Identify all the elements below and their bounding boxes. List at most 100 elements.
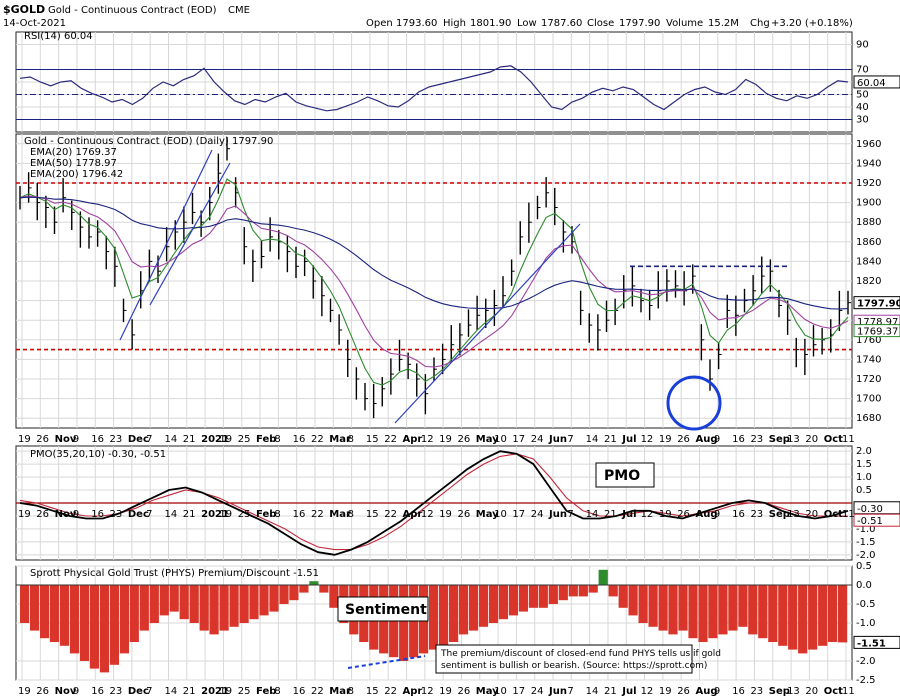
x-tick-label: 24 <box>531 434 544 445</box>
premium-bar <box>658 585 668 631</box>
x-tick-label: Oct <box>824 509 843 520</box>
x-tick-label: 26 <box>677 509 690 520</box>
y-tick-label: 70 <box>856 65 869 76</box>
x-tick-label: 16 <box>293 686 306 697</box>
highlight-circle <box>666 375 722 431</box>
x-tick-label: 25 <box>238 434 251 445</box>
rsi-panel: 30405060709060.04 <box>15 31 900 133</box>
x-tick-label: 19 <box>439 686 452 697</box>
premium-bar <box>798 585 808 654</box>
x-tick-label: Oct <box>824 686 843 697</box>
x-tick-label: 11 <box>842 434 855 445</box>
source-note-line1: The premium/discount of closed-end fund … <box>440 649 721 659</box>
open-label: Open <box>366 18 393 29</box>
x-tick-label: Nov <box>55 509 77 520</box>
y-tick-label: 1940 <box>856 158 881 169</box>
close-value: 1797.90 <box>619 18 660 29</box>
x-tick-label: Jun <box>548 509 567 520</box>
x-tick-label: 16 <box>91 434 104 445</box>
x-tick-label: 8 <box>348 434 354 445</box>
premium-bar <box>748 585 758 635</box>
premium-bar <box>169 585 179 612</box>
last-value-badge <box>853 324 900 338</box>
x-tick-label: 15 <box>366 509 379 520</box>
y-tick-label: -1.5 <box>856 537 876 548</box>
x-tick-label: 21 <box>604 686 617 697</box>
x-tick-label: Sep <box>769 509 790 520</box>
x-tick-label: 13 <box>787 686 800 697</box>
legend-ema50: EMA(50) 1778.97 <box>30 158 117 169</box>
y-tick-label: 1.5 <box>856 459 872 470</box>
last-value-label: -0.30 <box>857 504 883 515</box>
x-tick-label: 8 <box>274 434 280 445</box>
y-tick-label: 30 <box>856 115 869 126</box>
open-value: 1793.60 <box>396 18 437 29</box>
premium-bar <box>588 585 598 593</box>
last-value-badge <box>853 635 900 649</box>
x-tick-label: 19 <box>439 434 452 445</box>
x-tick-label: 8 <box>348 509 354 520</box>
x-tick-label: Jul <box>621 434 636 445</box>
premium-bar <box>399 585 409 661</box>
premium-bar <box>518 585 528 612</box>
premium-bar <box>598 569 608 585</box>
x-tick-label: 20 <box>805 509 818 520</box>
y-tick-label: -2.0 <box>856 550 876 561</box>
symbol: $GOLD <box>3 3 45 16</box>
x-tick-label: May <box>476 509 499 520</box>
premium-bar <box>488 585 499 623</box>
last-value-badge <box>853 513 900 527</box>
y-tick-label: 1860 <box>856 237 881 248</box>
premium-bar <box>808 585 818 650</box>
x-tick-label: Nov <box>55 686 77 697</box>
x-tick-label: 10 <box>494 509 507 520</box>
y-tick-label: 1900 <box>856 198 881 209</box>
premium-bar <box>439 585 449 646</box>
x-tick-label: 23 <box>750 686 763 697</box>
x-tick-label: 12 <box>641 509 654 520</box>
x-tick-label: Apr <box>403 434 423 445</box>
x-tick-label: 12 <box>421 434 434 445</box>
sentiment-annotation-box <box>337 596 429 622</box>
premium-bar <box>558 585 568 601</box>
x-tick-label: 21 <box>183 686 196 697</box>
x-tick-label: 8 <box>274 686 280 697</box>
premium-bar <box>219 585 229 631</box>
x-tick-label: Jun <box>548 686 567 697</box>
x-tick-label: 22 <box>384 509 397 520</box>
rsi-title: RSI(14) 60.04 <box>24 31 93 42</box>
premium-bar <box>159 585 169 616</box>
last-value-label: -0.51 <box>857 516 883 527</box>
x-tick-label: 14 <box>164 509 177 520</box>
x-tick-label: 21 <box>604 434 617 445</box>
x-tick-label: 7 <box>567 434 573 445</box>
x-tick-label: 11 <box>842 686 855 697</box>
x-tick-label: Aug <box>696 509 718 520</box>
y-tick-label: 1820 <box>856 276 881 287</box>
premium-bar <box>299 585 309 593</box>
y-tick-label: 1.0 <box>856 472 872 483</box>
x-tick-label: 9 <box>714 686 720 697</box>
y-tick-label: 1680 <box>856 413 881 424</box>
legend-ema200: EMA(200) 1796.42 <box>30 169 123 180</box>
x-tick-label: 10 <box>494 686 507 697</box>
x-tick-label: 19 <box>219 509 232 520</box>
premium-bar <box>838 585 848 643</box>
x-tick-label: 8 <box>274 509 280 520</box>
x-tick-label: 26 <box>36 434 49 445</box>
premium-bar <box>568 585 578 597</box>
x-tick-label: Aug <box>696 434 718 445</box>
premium-bar <box>818 585 828 646</box>
y-tick-label: 1700 <box>856 394 881 405</box>
x-tick-label: 16 <box>91 686 104 697</box>
premium-bar <box>429 585 439 650</box>
premium-bar <box>109 585 119 665</box>
y-tick-label: -1.0 <box>856 618 876 629</box>
y-tick-label: 1920 <box>856 178 881 189</box>
high-label: High <box>443 18 466 29</box>
x-tick-label: 15 <box>366 686 379 697</box>
x-tick-label: Mar <box>329 434 351 445</box>
chg-value: +3.20 (+0.18%) <box>771 18 853 29</box>
legend-ema20: EMA(20) 1769.37 <box>30 147 117 158</box>
premium-bar <box>698 585 708 642</box>
